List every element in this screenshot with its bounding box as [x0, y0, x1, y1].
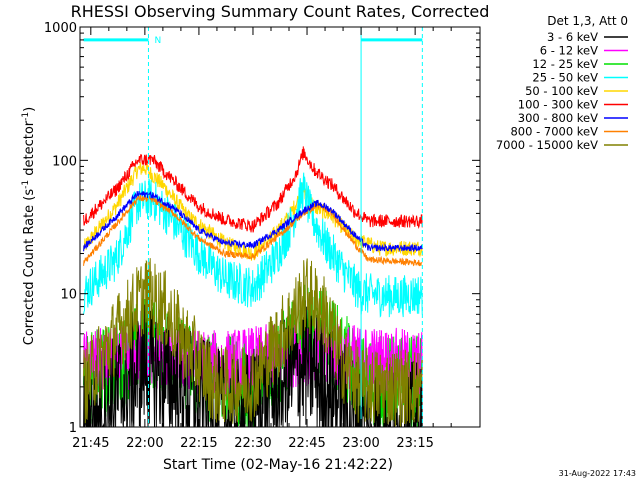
legend-label: 50 - 100 keV: [525, 84, 598, 98]
chart-title: RHESSI Observing Summary Count Rates, Co…: [71, 2, 490, 21]
x-tick-label: 22:00: [126, 436, 163, 451]
x-tick-label: 22:15: [180, 436, 217, 451]
x-axis-label: Start Time (02-May-16 21:42:22): [163, 457, 393, 473]
legend-label: 7000 - 15000 keV: [496, 138, 598, 152]
night-marker: N: [154, 36, 161, 46]
series-layer: [83, 146, 423, 429]
series-line: [83, 146, 423, 233]
y-tick-label: 1000: [44, 21, 77, 36]
x-tick-label: 22:30: [234, 436, 271, 451]
x-tick-label: 22:45: [288, 436, 325, 451]
series-line: [83, 190, 423, 253]
x-tick-label: 23:00: [342, 436, 379, 451]
y-tick-label: 100: [52, 154, 77, 169]
legend-label: 25 - 50 keV: [532, 71, 598, 85]
x-tick-label: 23:15: [396, 436, 433, 451]
y-axis-label: Corrected Count Rate (s-1 detector-1): [21, 107, 37, 345]
legend-label: 12 - 25 keV: [532, 57, 598, 71]
y-tick-label: 1: [69, 421, 77, 436]
footer-date: 31-Aug-2022 17:43: [559, 469, 636, 478]
legend-label: 800 - 7000 keV: [510, 125, 598, 139]
legend-header: Det 1,3, Att 0: [547, 14, 628, 28]
series-line: [83, 258, 423, 427]
y-tick-label: 10: [60, 288, 77, 303]
plot-frame: [79, 26, 481, 428]
legend-label: 100 - 300 keV: [518, 98, 598, 112]
legend-label: 3 - 6 keV: [547, 30, 598, 44]
legend-label: 6 - 12 keV: [540, 44, 598, 58]
series-line: [83, 172, 423, 318]
axis-layer: 21:45 22:00 22:15 22:30 22:45 23:00 23:15 1 10 10…: [44, 21, 480, 451]
flag-layer: N: [83, 27, 423, 427]
legend-label: 300 - 800 keV: [518, 111, 598, 125]
series-line: [83, 193, 423, 267]
x-tick-label: 21:45: [72, 436, 109, 451]
